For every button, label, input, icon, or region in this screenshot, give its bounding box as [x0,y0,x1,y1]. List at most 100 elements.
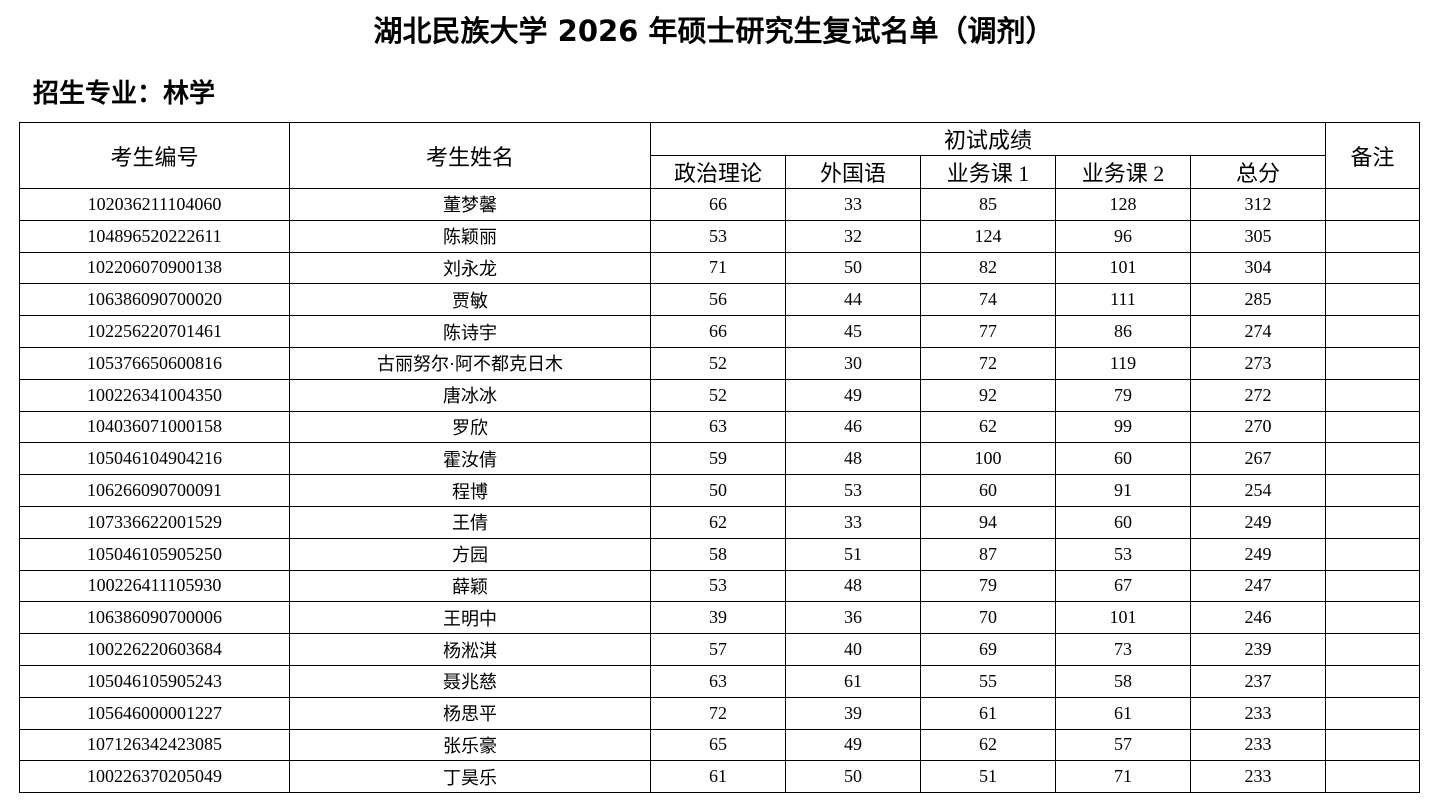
table-cell: 273 [1189,346,1327,380]
table-cell: 52 [650,378,786,412]
header-cell: 总分 [1189,155,1327,189]
table-cell: 薛颖 [289,569,651,603]
table-cell: 53 [650,569,786,603]
table-cell: 102256220701461 [19,315,290,348]
remark-cell [1325,346,1421,380]
table-cell: 贾敏 [289,283,651,317]
table-cell: 51 [920,760,1056,794]
table-cell: 33 [785,505,921,539]
table-cell: 57 [650,633,786,666]
table-row: 105046104904216 霍汝倩 59 48 100 60 267 [19,442,1421,476]
table-cell: 72 [920,346,1056,380]
table-cell: 40 [785,633,921,666]
table-cell: 270 [1189,410,1327,444]
table-cell: 272 [1189,378,1327,412]
table-row: 106266090700091 程博 50 53 60 91 254 [19,474,1421,507]
table-row: 105646000001227 杨思平 72 39 61 61 233 [19,696,1421,730]
table-row: 107336622001529 王倩 62 33 94 60 249 [19,505,1421,539]
table-cell: 50 [650,474,786,507]
table-cell: 105046105905250 [19,537,290,571]
table-cell: 111 [1055,283,1191,317]
table-cell: 63 [650,664,786,698]
table-cell: 107126342423085 [19,728,290,762]
remark-cell [1325,505,1421,539]
table-cell: 杨淞淇 [289,633,651,666]
table-cell: 60 [920,474,1056,507]
remark-cell [1325,283,1421,317]
table-cell: 53 [785,474,921,507]
table-cell: 52 [650,346,786,380]
table-cell: 33 [785,188,921,221]
table-row: 104036071000158 罗欣 63 46 62 99 270 [19,410,1421,444]
remark-cell [1325,664,1421,698]
table-cell: 30 [785,346,921,380]
table-cell: 106266090700091 [19,474,290,507]
score-table: 考生编号 考生姓名 初试成绩 备注 政治理论 外国语 业务课 1 业务课 2 总… [19,122,1421,794]
table-cell: 100226370205049 [19,760,290,794]
table-row: 100226341004350 唐冰冰 52 49 92 79 272 [19,378,1421,412]
table-cell: 60 [1055,442,1191,476]
table-cell: 305 [1189,219,1327,253]
table-cell: 247 [1189,569,1327,603]
table-cell: 249 [1189,537,1327,571]
table-row: 104896520222611 陈颖丽 53 32 124 96 305 [19,219,1421,253]
table-cell: 39 [650,601,786,635]
table-row: 105046105905243 聂兆慈 63 61 55 58 237 [19,664,1421,698]
table-cell: 99 [1055,410,1191,444]
table-row: 105376650600816 古丽努尔·阿不都克日木 52 30 72 119 273 [19,346,1421,380]
table-row: 102256220701461 陈诗宇 66 45 77 86 274 [19,315,1421,348]
table-cell: 82 [920,251,1056,285]
table-cell: 65 [650,728,786,762]
table-cell: 方园 [289,537,651,571]
remark-cell [1325,474,1421,507]
table-cell: 63 [650,410,786,444]
table-cell: 39 [785,696,921,730]
table-cell: 古丽努尔·阿不都克日木 [289,346,651,380]
table-cell: 杨思平 [289,696,651,730]
table-cell: 62 [920,410,1056,444]
table-cell: 72 [650,696,786,730]
table-cell: 249 [1189,505,1327,539]
header-cell: 业务课 1 [920,155,1056,189]
table-cell: 罗欣 [289,410,651,444]
table-cell: 53 [650,219,786,253]
table-cell: 49 [785,728,921,762]
table-cell: 56 [650,283,786,317]
table-cell: 王明中 [289,601,651,635]
table-cell: 246 [1189,601,1327,635]
table-cell: 59 [650,442,786,476]
table-cell: 61 [1055,696,1191,730]
table-cell: 71 [1055,760,1191,794]
table-cell: 239 [1189,633,1327,666]
table-cell: 60 [1055,505,1191,539]
table-row: 106386090700020 贾敏 56 44 74 111 285 [19,283,1421,317]
remark-cell [1325,219,1421,253]
remark-cell [1325,760,1421,794]
table-cell: 105046105905243 [19,664,290,698]
table-cell: 48 [785,442,921,476]
table-cell: 102036211104060 [19,188,290,221]
remark-cell [1325,410,1421,444]
table-cell: 董梦馨 [289,188,651,221]
table-cell: 79 [920,569,1056,603]
header-cell: 考生编号 [19,122,290,189]
table-cell: 50 [785,251,921,285]
table-cell: 237 [1189,664,1327,698]
remark-cell [1325,633,1421,666]
table-cell: 66 [650,188,786,221]
table-cell: 105376650600816 [19,346,290,380]
table-cell: 55 [920,664,1056,698]
header-cell: 外国语 [785,155,921,189]
table-cell: 51 [785,537,921,571]
table-cell: 233 [1189,760,1327,794]
table-cell: 233 [1189,728,1327,762]
table-cell: 36 [785,601,921,635]
header-cell: 业务课 2 [1055,155,1191,189]
table-cell: 119 [1055,346,1191,380]
table-body: 102036211104060 董梦馨 66 33 85 128 312 1048965202… [19,188,1421,794]
table-cell: 48 [785,569,921,603]
table-cell: 66 [650,315,786,348]
table-cell: 77 [920,315,1056,348]
table-row: 102036211104060 董梦馨 66 33 85 128 312 [19,188,1421,221]
